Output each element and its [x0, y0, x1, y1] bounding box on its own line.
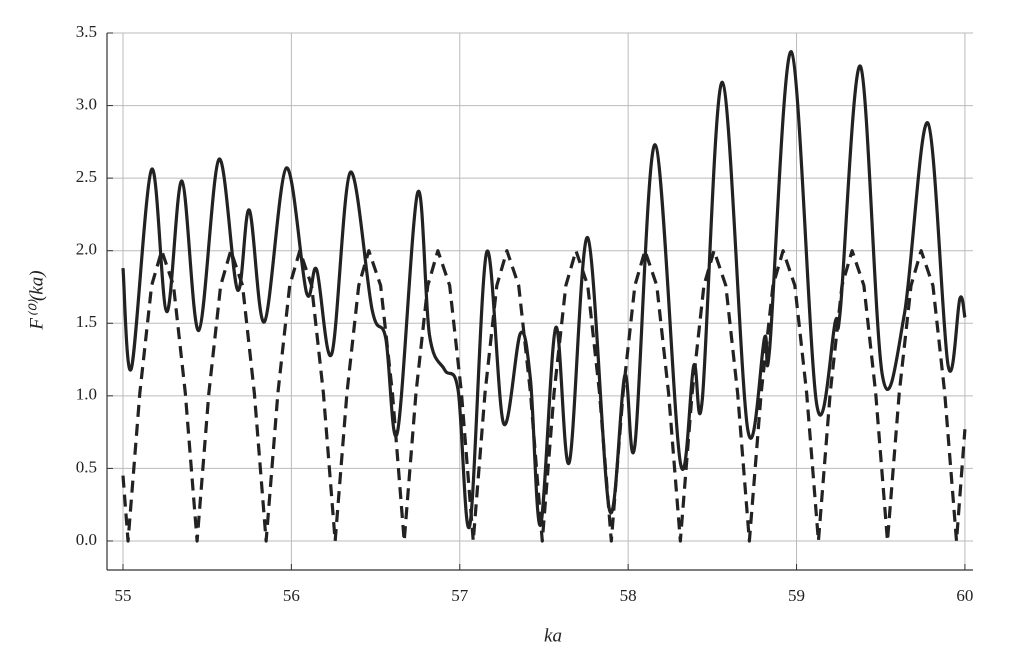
- y-tick-label: 3.5: [76, 22, 97, 41]
- y-tick-label: 2.5: [76, 167, 97, 186]
- x-tick-label: 60: [956, 586, 973, 605]
- y-tick-label: 0.0: [76, 530, 97, 549]
- data-line: [121, 249, 967, 543]
- x-tick-label: 59: [788, 586, 805, 605]
- y-tick-label: 1.0: [76, 385, 97, 404]
- y-tick-label: 2.0: [76, 240, 97, 259]
- x-tick-label: 55: [114, 586, 131, 605]
- x-axis-title: ka: [544, 625, 562, 646]
- data-line: [121, 50, 967, 530]
- y-tick-label: 0.5: [76, 457, 97, 476]
- x-tick-label: 58: [620, 586, 637, 605]
- y-tick-label: 1.5: [76, 312, 97, 331]
- x-tick-label: 57: [451, 586, 469, 605]
- x-tick-label: 56: [283, 586, 300, 605]
- y-tick-label: 3.0: [76, 94, 97, 113]
- y-axis-title: F⁽⁰⁾(ka): [26, 270, 47, 330]
